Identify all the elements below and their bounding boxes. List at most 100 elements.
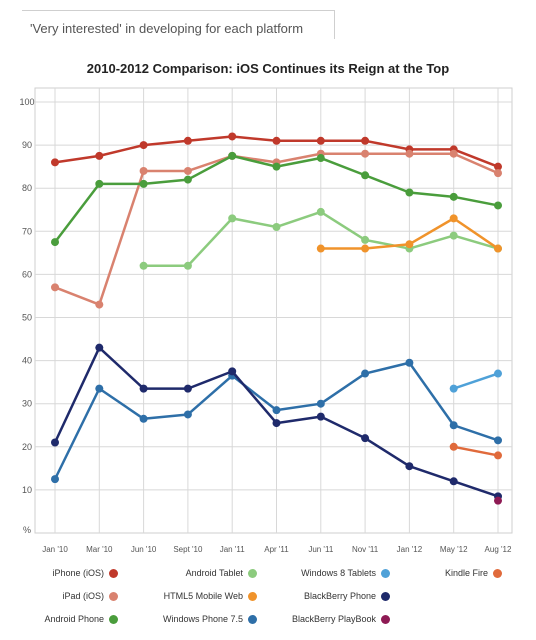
y-tick-label: 100 bbox=[19, 97, 34, 107]
data-point bbox=[494, 244, 502, 253]
data-point bbox=[95, 179, 104, 188]
data-point bbox=[361, 149, 370, 158]
data-point bbox=[361, 171, 370, 180]
data-point bbox=[51, 283, 59, 292]
y-tick-label: 60 bbox=[22, 269, 32, 279]
legend-label: BlackBerry PlayBook bbox=[291, 614, 376, 624]
y-tick-label: 50 bbox=[22, 313, 32, 323]
legend-swatch bbox=[381, 591, 390, 601]
data-point bbox=[405, 188, 414, 197]
legend-label: Kindle Fire bbox=[444, 568, 488, 578]
data-point bbox=[51, 475, 59, 484]
data-point bbox=[494, 201, 502, 210]
data-point bbox=[95, 343, 104, 352]
data-point bbox=[139, 141, 148, 150]
data-point bbox=[139, 166, 148, 175]
data-point bbox=[272, 419, 281, 428]
y-tick-label: 90 bbox=[22, 140, 32, 150]
legend-swatch bbox=[381, 568, 390, 578]
data-point bbox=[228, 151, 237, 160]
legend-item: Android Phone bbox=[44, 614, 118, 624]
data-point bbox=[361, 244, 370, 253]
data-point bbox=[139, 384, 148, 393]
data-point bbox=[183, 175, 192, 184]
data-point bbox=[183, 410, 192, 419]
legend-swatch bbox=[248, 568, 257, 578]
data-point bbox=[449, 384, 458, 393]
legend-label: BlackBerry Phone bbox=[303, 591, 376, 601]
legend-label: Windows 8 Tablets bbox=[301, 568, 376, 578]
y-tick-label: 70 bbox=[22, 226, 32, 236]
data-point bbox=[316, 412, 325, 421]
data-point bbox=[494, 169, 502, 178]
legend-item: iPad (iOS) bbox=[62, 591, 118, 601]
legend-swatch bbox=[381, 614, 390, 624]
data-point bbox=[228, 132, 237, 141]
legend-label: Android Phone bbox=[44, 614, 104, 624]
legend-item: iPhone (iOS) bbox=[52, 568, 118, 578]
data-point bbox=[51, 238, 59, 247]
data-point bbox=[449, 442, 458, 451]
series-line bbox=[453, 372, 499, 390]
data-point bbox=[272, 406, 281, 415]
y-axis-unit-label: % bbox=[23, 525, 31, 535]
x-tick-label: Apr '11 bbox=[264, 545, 289, 554]
x-tick-label: Jun '10 bbox=[131, 545, 157, 554]
data-point bbox=[316, 154, 325, 163]
y-tick-label: 10 bbox=[22, 485, 32, 495]
legend-label: iPhone (iOS) bbox=[52, 568, 104, 578]
data-point bbox=[183, 384, 192, 393]
legend-swatch bbox=[109, 591, 118, 601]
data-point bbox=[183, 166, 192, 175]
data-point bbox=[405, 149, 414, 158]
data-point bbox=[361, 136, 370, 145]
data-point bbox=[449, 421, 458, 430]
data-point bbox=[95, 300, 104, 309]
data-point bbox=[95, 384, 104, 393]
legend-item: Windows 8 Tablets bbox=[301, 568, 390, 578]
data-point bbox=[361, 369, 370, 378]
x-tick-label: Sept '10 bbox=[173, 545, 203, 554]
x-tick-label: Jan '12 bbox=[397, 545, 423, 554]
x-tick-label: Mar '10 bbox=[86, 545, 113, 554]
x-tick-label: Jan '11 bbox=[220, 545, 246, 554]
y-tick-label: 30 bbox=[22, 399, 32, 409]
legend-item: Android Tablet bbox=[186, 568, 257, 578]
legend-item: HTML5 Mobile Web bbox=[164, 591, 257, 601]
legend-swatch bbox=[248, 614, 257, 624]
data-point bbox=[272, 162, 281, 171]
data-point bbox=[316, 244, 325, 253]
data-point bbox=[51, 438, 59, 447]
chart-title: 2010-2012 Comparison: iOS Continues its … bbox=[86, 61, 450, 76]
legend-label: iPad (iOS) bbox=[62, 591, 104, 601]
data-point bbox=[316, 136, 325, 145]
data-point bbox=[272, 222, 281, 231]
data-point bbox=[228, 214, 237, 223]
legend-swatch bbox=[109, 614, 118, 624]
x-tick-label: Jun '11 bbox=[308, 545, 334, 554]
x-tick-label: Jan '10 bbox=[42, 545, 68, 554]
data-point bbox=[183, 136, 192, 145]
data-point bbox=[494, 162, 502, 171]
data-point bbox=[494, 451, 502, 460]
data-point bbox=[183, 261, 192, 270]
series-line bbox=[453, 445, 499, 457]
legend-label: Windows Phone 7.5 bbox=[162, 614, 243, 624]
x-tick-label: Aug '12 bbox=[485, 545, 512, 554]
data-point bbox=[494, 436, 502, 445]
data-point bbox=[51, 158, 59, 167]
y-tick-label: 40 bbox=[22, 356, 32, 366]
legend-label: HTML5 Mobile Web bbox=[163, 591, 243, 601]
data-point bbox=[139, 179, 148, 188]
data-point bbox=[139, 414, 148, 423]
legend-label: Android Tablet bbox=[185, 568, 243, 578]
data-point bbox=[361, 434, 370, 443]
data-point bbox=[405, 358, 414, 367]
legend-item: Kindle Fire bbox=[445, 568, 502, 578]
data-point bbox=[449, 214, 458, 223]
data-point bbox=[449, 149, 458, 158]
data-point bbox=[316, 207, 325, 216]
data-point bbox=[449, 192, 458, 201]
legend-swatch bbox=[493, 568, 502, 578]
